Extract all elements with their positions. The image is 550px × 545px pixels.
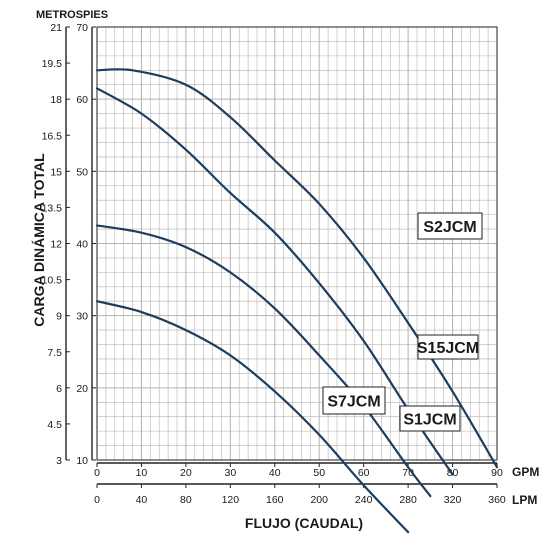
label-box-s15jcm bbox=[417, 334, 479, 360]
tick-label-lpm: 280 bbox=[399, 494, 417, 506]
curve-s7jcm bbox=[95, 224, 432, 498]
tick-label-metros: 7.5 bbox=[47, 347, 62, 359]
tick-label-gpm: 20 bbox=[180, 467, 192, 479]
tick-label-metros: 9 bbox=[56, 311, 62, 323]
tick-label-gpm: 40 bbox=[269, 467, 281, 479]
x-top-unit-label: GPM bbox=[512, 465, 539, 479]
tick-label-gpm: 0 bbox=[94, 467, 100, 479]
tick-label-lpm: 120 bbox=[222, 494, 240, 506]
tick-label-gpm: 70 bbox=[402, 467, 414, 479]
y-left-unit-label: METROS bbox=[36, 9, 83, 21]
tick-label-lpm: 240 bbox=[355, 494, 373, 506]
chart-axes bbox=[65, 26, 498, 488]
tick-label-feet: 20 bbox=[76, 383, 88, 395]
label-box-s7jcm bbox=[322, 386, 386, 415]
tick-label-metros: 21 bbox=[50, 22, 62, 34]
tick-label-metros: 6 bbox=[56, 383, 62, 395]
tick-label-metros: 12 bbox=[50, 239, 62, 251]
x-axis-title: FLUJO (CAUDAL) bbox=[245, 515, 363, 531]
plot-frame bbox=[96, 26, 498, 461]
chart-tick-labels: 10 20 30 40 50 60 70 3 4.5 6 7.5 9 10.5 12 13.5 15 16.5 1… bbox=[42, 22, 506, 506]
tick-label-lpm: 360 bbox=[488, 494, 506, 506]
tick-label-feet: 70 bbox=[76, 22, 88, 34]
label-s1jcm: S1JCM bbox=[403, 412, 456, 429]
tick-label-feet: 30 bbox=[76, 311, 88, 323]
label-box-s2jcm bbox=[417, 212, 483, 240]
tick-label-gpm: 50 bbox=[313, 467, 325, 479]
series-labels: S2JCM S15JCM S7JCM S1JCM bbox=[322, 212, 483, 432]
tick-label-lpm: 200 bbox=[310, 494, 328, 506]
pump-curves bbox=[95, 68, 499, 534]
label-s7jcm: S7JCM bbox=[327, 394, 380, 411]
tick-label-metros: 18 bbox=[50, 94, 62, 106]
tick-label-lpm: 80 bbox=[180, 494, 192, 506]
curve-s1jcm bbox=[95, 300, 410, 534]
label-box-s1jcm bbox=[399, 405, 461, 432]
tick-label-metros: 19.5 bbox=[42, 58, 63, 70]
y-right-unit-label: PIES bbox=[83, 9, 108, 21]
tick-label-feet: 40 bbox=[76, 239, 88, 251]
tick-label-metros: 10.5 bbox=[42, 275, 63, 287]
tick-label-lpm: 40 bbox=[136, 494, 148, 506]
curve-s2jcm bbox=[95, 68, 499, 469]
x-bottom-unit-label: LPM bbox=[512, 493, 537, 507]
tick-label-lpm: 320 bbox=[444, 494, 462, 506]
tick-label-metros: 3 bbox=[56, 455, 62, 467]
tick-label-metros: 15 bbox=[50, 166, 62, 178]
tick-label-gpm: 30 bbox=[224, 467, 236, 479]
tick-label-metros: 4.5 bbox=[47, 419, 62, 431]
tick-label-gpm: 60 bbox=[358, 467, 370, 479]
tick-label-feet: 50 bbox=[76, 166, 88, 178]
tick-label-feet: 10 bbox=[76, 455, 88, 467]
tick-label-gpm: 90 bbox=[491, 467, 503, 479]
y-axis-title: CARGA DINÁMICA TOTAL bbox=[31, 153, 47, 327]
label-s15jcm: S15JCM bbox=[417, 340, 479, 357]
tick-label-feet: 60 bbox=[76, 94, 88, 106]
tick-label-gpm: 10 bbox=[136, 467, 148, 479]
tick-label-lpm: 0 bbox=[94, 494, 100, 506]
tick-label-lpm: 160 bbox=[266, 494, 284, 506]
tick-label-metros: 16.5 bbox=[42, 130, 63, 142]
curve-s15jcm bbox=[95, 87, 454, 476]
chart-grid bbox=[96, 26, 498, 461]
tick-label-metros: 13.5 bbox=[42, 202, 63, 214]
label-s2jcm: S2JCM bbox=[423, 219, 476, 236]
